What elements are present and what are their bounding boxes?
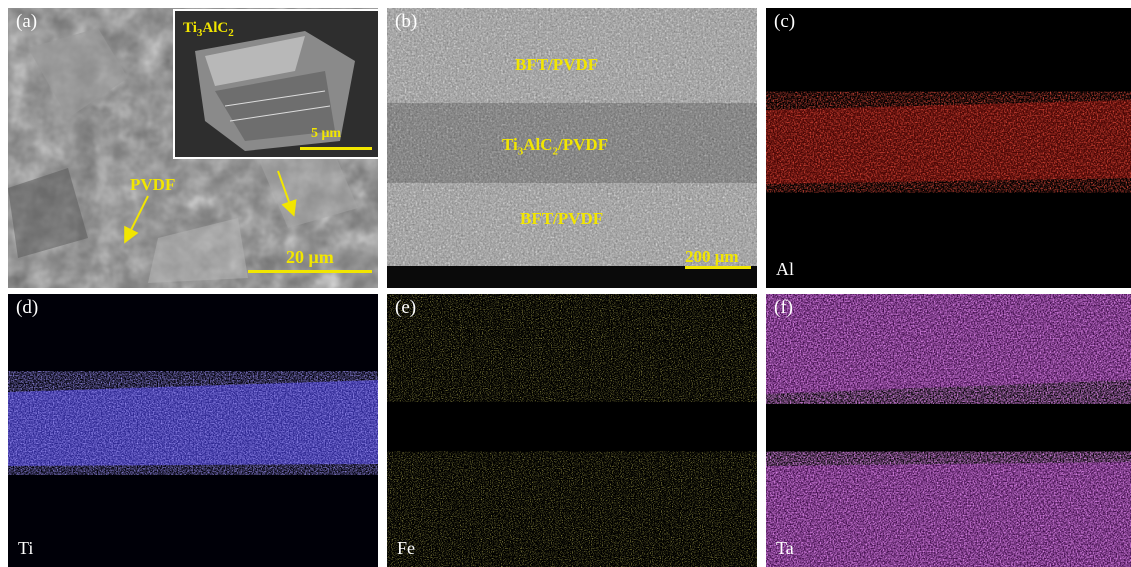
ti-distribution: [8, 294, 378, 567]
ta-distribution: [766, 294, 1131, 567]
inset-scale-bar: [300, 147, 372, 150]
scale-label: 20 μm: [286, 247, 334, 267]
panel-c-al-map: (c) Al: [766, 8, 1131, 288]
inset-scale-label: 5 μm: [311, 126, 342, 141]
inset-texture: [175, 11, 378, 157]
panel-label: (a): [16, 11, 38, 32]
panel-label: (d): [16, 297, 39, 318]
element-label: Ti: [18, 538, 34, 558]
pvdf-label: PVDF: [130, 175, 176, 194]
panel-d-ti-map: (d) Ti: [8, 294, 378, 567]
panel-label: (b): [395, 11, 418, 32]
panel-b-sem-cross-section: (b) BFT/PVDF Ti3AlC2/PVDF BFT/PVDF 200 μ…: [387, 8, 757, 288]
inset-material-label: Ti3AlC2: [183, 20, 234, 39]
panel-a-sem-image: (a) Ti3AlC2 5 μm PVDF 20 μm: [8, 8, 378, 288]
scale-bar: [685, 266, 751, 269]
element-label: Ta: [776, 538, 794, 558]
cross-section-texture: [387, 8, 757, 288]
panel-label: (c): [774, 11, 796, 32]
scale-label: 200 μm: [685, 247, 739, 266]
panel-e-fe-map: (e) Fe: [387, 294, 757, 567]
fe-distribution: [387, 294, 757, 567]
element-label: Al: [776, 259, 794, 279]
layer-label-bottom: BFT/PVDF: [520, 209, 604, 228]
panel-label: (e): [395, 297, 417, 318]
inset-image: Ti3AlC2 5 μm: [173, 9, 378, 159]
scale-bar: [248, 270, 372, 273]
panel-label: (f): [774, 297, 793, 318]
element-label: Fe: [397, 538, 415, 558]
al-distribution: [766, 8, 1131, 288]
panel-f-ta-map: (f) Ta: [766, 294, 1131, 567]
layer-label-top: BFT/PVDF: [515, 55, 599, 74]
layer-label-middle: Ti3AlC2/PVDF: [502, 135, 609, 158]
